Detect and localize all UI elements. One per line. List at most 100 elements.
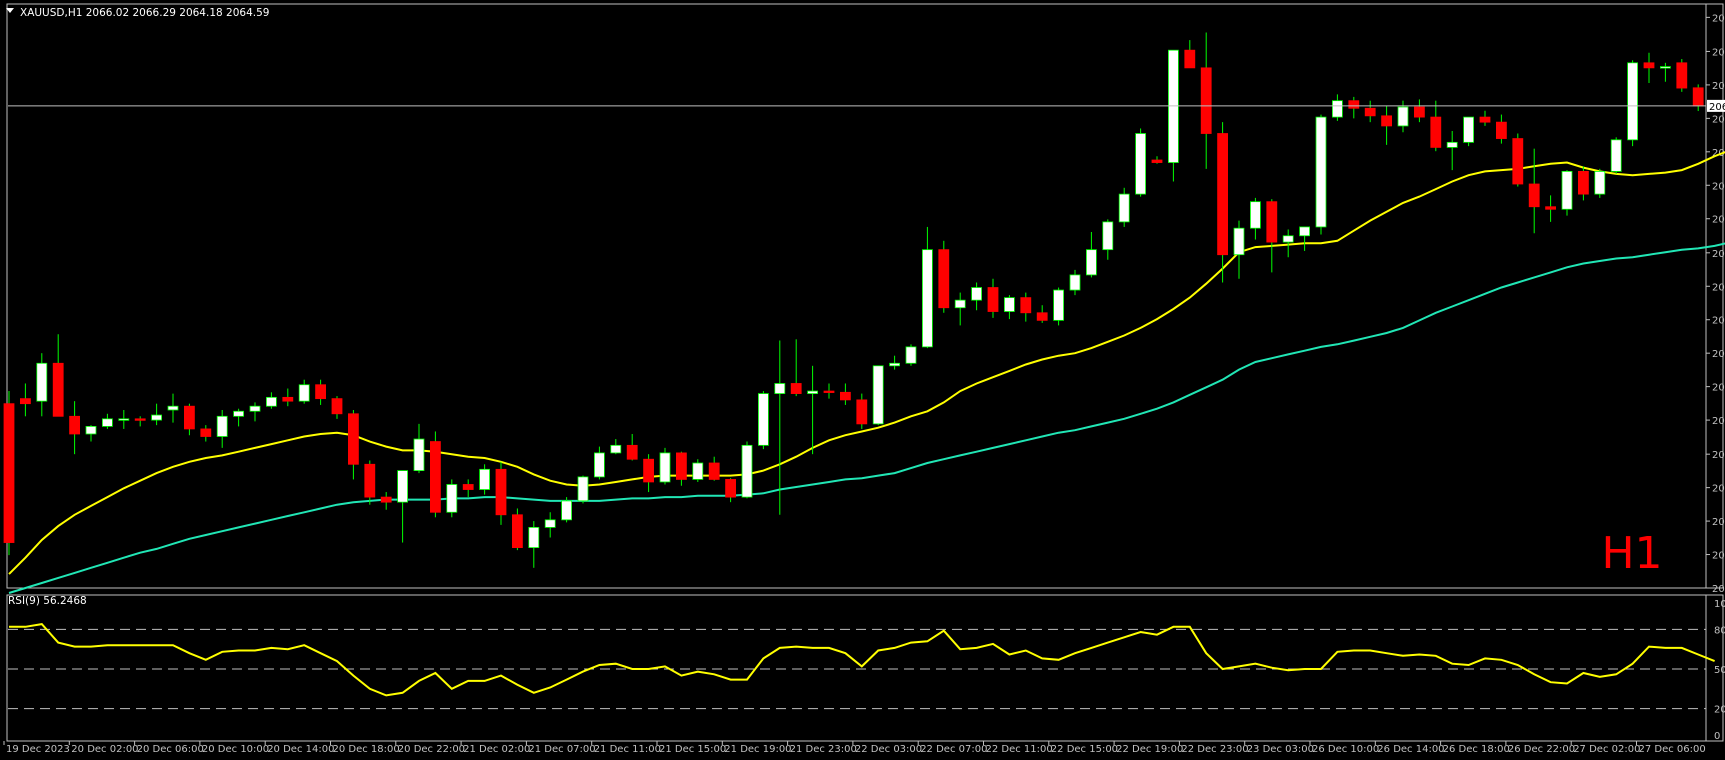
bull-candle-body: [151, 414, 163, 421]
bear-candle-body: [1528, 183, 1540, 208]
bear-candle-body: [380, 496, 392, 503]
candle: [151, 403, 163, 426]
bull-candle-body: [1135, 133, 1146, 195]
candle: [1627, 60, 1638, 147]
bear-candle-body: [331, 398, 343, 415]
time-tick-label: 21 Dec 19:00: [724, 744, 791, 755]
bull-candle-body: [807, 390, 818, 394]
bear-candle-body: [3, 403, 15, 543]
bear-candle-body: [856, 399, 868, 425]
candle: [1364, 100, 1376, 123]
candle: [167, 393, 179, 423]
candle: [528, 521, 540, 568]
price-tick-label: 2037.00: [1712, 450, 1725, 461]
candle: [1414, 99, 1425, 123]
time-tick-label: 20 Dec 18:00: [333, 744, 400, 755]
time-tick-label: 22 Dec 19:00: [1116, 744, 1183, 755]
bull-candle-body: [692, 462, 704, 480]
time-tick-label: 26 Dec 22:00: [1508, 744, 1575, 755]
bear-candle-body: [1364, 107, 1376, 117]
price-axis-ticks: 2071.60 2068.90 2066.25 2063.60 2060.95 2058.…: [1706, 13, 1725, 595]
chart-title-text: XAUUSD,H1 2066.02 2066.29 2064.18 2064.5…: [20, 7, 269, 19]
bull-candle-body: [216, 415, 228, 437]
time-tick-label: 22 Dec 03:00: [855, 744, 922, 755]
bear-candle-body: [725, 479, 736, 498]
candle: [856, 393, 868, 429]
bear-candle-body: [676, 452, 687, 480]
candle: [1200, 32, 1212, 169]
bull-candle-body: [1446, 141, 1458, 148]
candle: [200, 425, 212, 442]
candle: [1463, 116, 1474, 147]
bear-candle-body: [512, 514, 523, 549]
time-tick-label: 20 Dec 22:00: [398, 744, 465, 755]
candle: [3, 391, 15, 556]
price-tick-label: 2050.30: [1712, 282, 1725, 293]
candle: [1446, 130, 1458, 171]
bear-candle-body: [52, 362, 64, 417]
candle: [1069, 269, 1081, 296]
bull-candle-body: [872, 365, 884, 425]
candle: [626, 433, 638, 461]
candle: [659, 447, 671, 485]
candle: [512, 508, 523, 551]
candle: [971, 282, 982, 311]
candle: [315, 379, 327, 405]
candle: [1578, 166, 1589, 201]
bear-candle-body: [840, 391, 851, 401]
ma-fast-line: [8, 151, 1725, 575]
timeframe-badge: H1: [1601, 528, 1662, 579]
bull-candle-body: [479, 468, 491, 490]
bear-candle-body: [282, 396, 294, 402]
bull-candle-body: [167, 405, 179, 411]
bear-candle-body: [364, 463, 376, 498]
bull-candle-body: [1315, 116, 1327, 228]
bull-candle-body: [594, 452, 605, 478]
candle: [938, 240, 950, 313]
time-tick-label: 22 Dec 11:00: [986, 744, 1053, 755]
candle: [1053, 287, 1064, 326]
bear-candle-body: [315, 384, 327, 400]
candle: [462, 479, 474, 498]
candle: [1086, 231, 1097, 278]
time-tick-label: 20 Dec 10:00: [202, 744, 269, 755]
bear-candle-body: [1266, 201, 1278, 243]
rsi-tick-label: 100: [1714, 599, 1725, 610]
bull-candle-body: [741, 444, 753, 498]
candle: [495, 461, 507, 525]
bull-candle-body: [397, 470, 409, 503]
candle: [479, 464, 491, 495]
time-tick-label: 22 Dec 23:00: [1181, 744, 1248, 755]
time-tick-label: 27 Dec 06:00: [1639, 744, 1706, 755]
candle: [954, 292, 966, 326]
bull-candle-body: [1069, 274, 1081, 291]
price-chart-border: [6, 3, 1724, 589]
bull-candle-body: [774, 383, 786, 394]
ma-slow-layer: [8, 242, 1725, 594]
bull-candle-body: [1332, 100, 1343, 118]
bear-candle-body: [1512, 138, 1524, 185]
rsi-tick-label: 50: [1714, 665, 1725, 676]
candle: [1643, 52, 1655, 84]
candle: [216, 409, 228, 448]
candle: [889, 355, 900, 370]
bear-candle-body: [1430, 116, 1442, 148]
price-tick-label: 2047.65: [1712, 316, 1725, 327]
time-tick-label: 21 Dec 15:00: [659, 744, 726, 755]
candle: [1332, 94, 1343, 121]
candle: [52, 334, 64, 417]
rsi-line: [9, 623, 1715, 697]
bull-candle-body: [1299, 226, 1310, 237]
candle: [1135, 128, 1146, 197]
price-tick-label: 2026.40: [1712, 584, 1725, 595]
candle: [69, 401, 80, 455]
price-tick-label: 2029.05: [1712, 551, 1725, 562]
chevron-down-icon[interactable]: [6, 8, 14, 13]
time-tick-label: 26 Dec 10:00: [1312, 744, 1379, 755]
candle: [676, 451, 687, 486]
candle: [1545, 195, 1556, 222]
bear-candle-body: [708, 462, 720, 480]
bull-candle-body: [298, 384, 310, 402]
